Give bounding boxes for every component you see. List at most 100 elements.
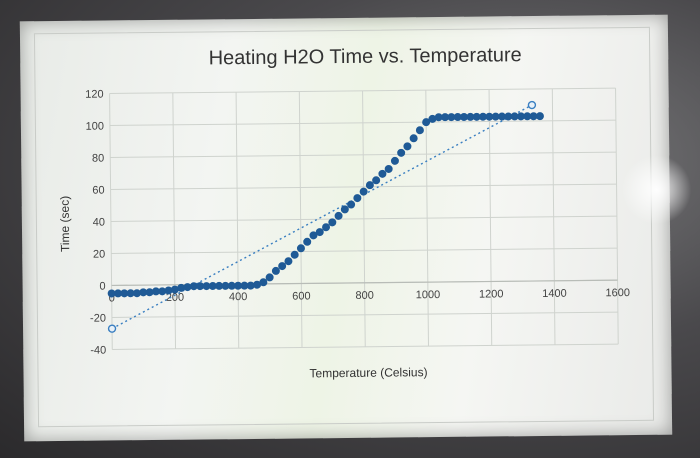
data-point [523,112,532,121]
data-point [278,262,287,271]
data-point [372,176,381,185]
y-tick-label: 80 [92,153,104,165]
v-gridline [235,92,240,349]
v-gridline [109,93,113,350]
data-point [265,273,274,282]
screen-glare [621,154,692,226]
data-point [259,278,268,287]
data-point [460,112,469,121]
x-tick-label: 600 [292,290,310,302]
chart-area: 120 100 80 60 40 20 0 -20 -40 0 200 400 600 800 1000 1… [33,26,655,428]
data-point [441,113,450,122]
y-tick-label: 40 [93,217,105,229]
data-point [384,164,393,173]
data-point [428,114,437,123]
data-point [139,288,148,297]
data-point [151,287,160,296]
data-point [170,285,179,294]
data-point [189,282,198,291]
trend-point [527,100,537,110]
data-point [290,250,299,259]
data-point [390,156,399,165]
v-gridline [425,90,429,347]
data-point [347,200,356,209]
data-point [415,126,424,135]
x-tick-label: 1600 [605,287,630,299]
data-point [303,237,312,246]
data-point [177,283,186,292]
monitor-screen: 120 100 80 60 40 20 0 -20 -40 0 200 400 600 800 1000 1… [19,14,692,442]
data-point [253,280,262,289]
data-point [234,281,243,290]
v-gridline [615,88,619,345]
data-point [322,223,331,232]
trendline [107,100,537,333]
v-gridline [551,88,556,345]
y-tick-label: 0 [99,281,105,293]
data-points [107,112,544,298]
y-tick-label: -20 [90,313,106,325]
v-gridline [298,91,303,348]
y-tick-label: 120 [85,89,103,101]
data-point [145,288,154,297]
y-tick-label: 20 [93,249,105,261]
data-point [422,118,431,127]
x-tick-label: 1000 [416,289,441,301]
data-point [434,113,443,122]
data-point [485,112,494,121]
data-point [246,281,255,290]
data-point [328,218,337,227]
data-point [202,282,211,291]
data-point [271,266,280,275]
y-tick-label: -40 [90,345,106,357]
data-point [472,112,481,121]
data-point [529,112,538,121]
v-gridline [362,90,366,347]
y-tick-labels: 120 100 80 60 40 20 0 -20 -40 [85,89,106,357]
data-point [516,112,525,121]
data-point [453,113,462,122]
data-point [107,289,116,298]
data-point [491,112,500,121]
data-point [365,181,374,190]
x-tick-label: 0 [109,292,115,304]
data-point [120,289,129,298]
trend-point [107,324,117,333]
data-point [447,113,456,122]
gridlines [109,87,619,350]
data-point [403,142,412,151]
x-tick-label: 1400 [542,288,567,300]
data-point [510,112,519,121]
data-point [215,281,224,290]
data-point [479,112,488,121]
v-gridline [172,92,177,349]
data-point [378,169,387,178]
data-point [504,112,513,121]
data-point [183,283,192,292]
chart-title: Heating H2O Time vs. Temperature [209,44,522,69]
data-point [227,281,236,290]
x-tick-label: 200 [166,292,184,304]
trendline-path [111,104,533,330]
data-point [535,112,544,121]
data-point [315,228,324,237]
x-tick-label: 1200 [479,288,504,300]
y-tick-label: 60 [92,185,104,197]
data-point [497,112,506,121]
data-point [397,148,406,157]
x-tick-label: 800 [355,290,373,302]
data-point [353,194,362,203]
data-point [164,286,173,295]
x-tick-label: 400 [229,291,247,303]
data-point [126,289,135,298]
data-point [221,281,230,290]
data-point [340,205,349,214]
data-point [158,287,167,296]
data-point [359,187,368,196]
v-gridline [488,89,493,346]
data-point [113,289,122,298]
data-point [296,244,305,253]
data-point [334,211,343,220]
